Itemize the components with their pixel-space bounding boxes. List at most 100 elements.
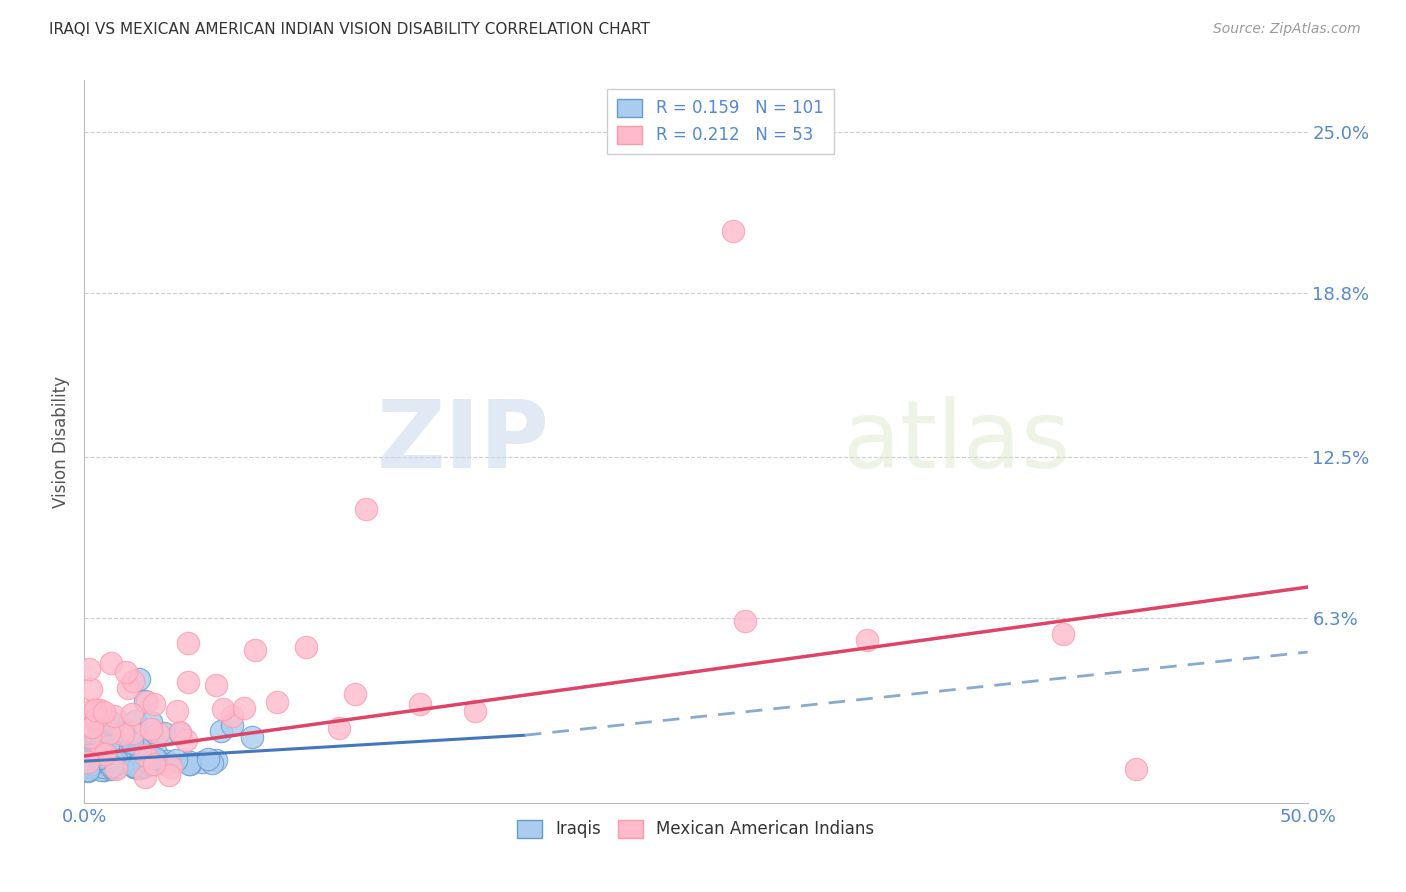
- Point: [209, 723, 232, 738]
- Point: [132, 760, 155, 774]
- Point: [121, 736, 143, 750]
- Point: [734, 614, 756, 628]
- Point: [84, 759, 107, 773]
- Point: [80, 755, 103, 769]
- Point: [103, 755, 125, 769]
- Point: [169, 726, 191, 740]
- Point: [90, 763, 112, 777]
- Point: [721, 224, 744, 238]
- Point: [221, 708, 243, 723]
- Point: [129, 744, 152, 758]
- Point: [114, 665, 136, 679]
- Point: [204, 678, 226, 692]
- Y-axis label: Vision Disability: Vision Disability: [52, 376, 70, 508]
- Point: [105, 757, 128, 772]
- Point: [159, 760, 181, 774]
- Point: [91, 760, 114, 774]
- Point: [97, 739, 120, 753]
- Point: [156, 754, 179, 768]
- Point: [124, 760, 146, 774]
- Point: [105, 760, 128, 774]
- Point: [82, 757, 104, 772]
- Point: [354, 502, 377, 516]
- Point: [101, 756, 124, 771]
- Point: [211, 702, 233, 716]
- Point: [101, 752, 124, 766]
- Point: [90, 737, 112, 751]
- Point: [100, 759, 122, 773]
- Point: [77, 755, 100, 769]
- Point: [114, 747, 136, 761]
- Point: [166, 704, 188, 718]
- Point: [97, 756, 120, 770]
- Point: [132, 759, 155, 773]
- Point: [97, 749, 120, 764]
- Point: [143, 752, 166, 766]
- Point: [89, 703, 111, 717]
- Point: [79, 730, 101, 744]
- Point: [104, 737, 127, 751]
- Point: [84, 711, 107, 725]
- Point: [79, 750, 101, 764]
- Point: [125, 761, 148, 775]
- Point: [134, 747, 156, 762]
- Point: [139, 722, 162, 736]
- Point: [139, 714, 162, 729]
- Point: [93, 740, 115, 755]
- Point: [128, 672, 150, 686]
- Point: [201, 756, 224, 770]
- Point: [94, 747, 117, 761]
- Point: [177, 675, 200, 690]
- Point: [328, 721, 350, 735]
- Point: [121, 706, 143, 721]
- Point: [409, 697, 432, 711]
- Point: [139, 756, 162, 771]
- Point: [197, 752, 219, 766]
- Point: [103, 709, 125, 723]
- Point: [108, 727, 131, 741]
- Point: [100, 762, 122, 776]
- Point: [89, 712, 111, 726]
- Point: [76, 753, 98, 767]
- Point: [122, 726, 145, 740]
- Point: [98, 753, 121, 767]
- Point: [191, 755, 214, 769]
- Point: [242, 730, 264, 744]
- Legend: Iraqis, Mexican American Indians: Iraqis, Mexican American Indians: [510, 813, 882, 845]
- Point: [84, 703, 107, 717]
- Point: [87, 749, 110, 764]
- Point: [177, 636, 200, 650]
- Point: [82, 720, 104, 734]
- Point: [122, 759, 145, 773]
- Point: [93, 706, 115, 720]
- Point: [76, 764, 98, 778]
- Point: [134, 770, 156, 784]
- Point: [80, 747, 103, 762]
- Point: [101, 716, 124, 731]
- Point: [84, 736, 107, 750]
- Point: [343, 688, 366, 702]
- Point: [76, 756, 98, 771]
- Point: [121, 756, 143, 770]
- Point: [856, 632, 879, 647]
- Point: [90, 744, 112, 758]
- Point: [134, 693, 156, 707]
- Point: [83, 726, 105, 740]
- Point: [93, 763, 115, 777]
- Point: [155, 757, 177, 772]
- Point: [107, 731, 129, 745]
- Point: [124, 714, 146, 728]
- Point: [100, 743, 122, 757]
- Point: [89, 749, 111, 764]
- Point: [129, 761, 152, 775]
- Point: [266, 695, 288, 709]
- Point: [169, 725, 191, 739]
- Point: [94, 746, 117, 760]
- Point: [1052, 627, 1074, 641]
- Point: [243, 643, 266, 657]
- Point: [138, 757, 160, 772]
- Point: [157, 768, 180, 782]
- Point: [97, 741, 120, 756]
- Point: [179, 756, 201, 770]
- Text: Source: ZipAtlas.com: Source: ZipAtlas.com: [1213, 22, 1361, 37]
